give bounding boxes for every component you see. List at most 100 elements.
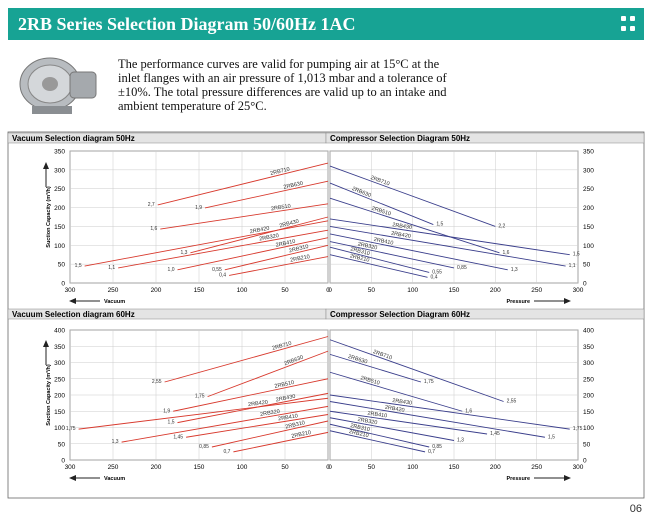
y-tick-label: 250 <box>583 376 594 383</box>
x-tick-label: 50 <box>368 464 376 471</box>
y-tick-label: 200 <box>54 393 65 400</box>
x-tick-label: 300 <box>573 287 584 294</box>
y-tick-label: 400 <box>583 328 594 335</box>
axis-arrowhead <box>69 475 76 481</box>
y-tick-label: 300 <box>583 167 594 174</box>
x-tick-label: 200 <box>490 287 501 294</box>
y-tick-label: 150 <box>54 409 65 416</box>
curve <box>177 237 329 271</box>
power-label: 1,9 <box>195 205 202 211</box>
curve-name: 2RB210 <box>291 430 312 440</box>
curve-name: 2RB320 <box>260 409 281 418</box>
y-tick-label: 350 <box>54 149 65 156</box>
y-tick-label: 350 <box>54 344 65 351</box>
y-tick-label: 150 <box>54 224 65 231</box>
curve-name: 2RB420 <box>391 231 412 240</box>
curve <box>329 197 500 254</box>
y-tick-label: 250 <box>54 186 65 193</box>
curve-name: 2RB310 <box>350 246 371 257</box>
y-tick-label: 200 <box>583 393 594 400</box>
y-tick-label: 150 <box>583 224 594 231</box>
curve-name: 2RB410 <box>373 237 394 247</box>
y-tick-label: 100 <box>583 243 594 250</box>
power-label: 0,7 <box>428 449 435 455</box>
curve-name: 2RB320 <box>357 417 378 426</box>
power-label: 1,5 <box>436 222 443 228</box>
curve <box>329 371 463 412</box>
x-tick-label: 300 <box>573 464 584 471</box>
x-tick-label: 100 <box>237 287 248 294</box>
curve-name: 2RB210 <box>290 254 311 264</box>
power-label: 1,75 <box>195 394 205 400</box>
product-image <box>19 57 97 114</box>
power-label: 1,75 <box>573 426 583 432</box>
curve <box>224 244 329 271</box>
power-label: 2,55 <box>507 399 517 405</box>
power-label: 0,4 <box>219 272 226 278</box>
power-label: 1,6 <box>502 250 509 256</box>
power-label: 1,5 <box>573 252 580 258</box>
curve <box>329 218 570 256</box>
y-tick-label: 50 <box>583 441 591 448</box>
power-label: 1,5 <box>75 263 82 269</box>
x-axis-label: Vacuum <box>104 476 125 482</box>
curve-name: 2RB510 <box>274 380 295 390</box>
y-tick-label: 50 <box>58 262 66 269</box>
x-axis-label: Pressure <box>506 299 530 305</box>
curve-name: 2RB410 <box>367 411 388 420</box>
x-tick-label: 250 <box>531 464 542 471</box>
panel-title: Vacuum Selection diagram 50Hz <box>12 134 135 143</box>
y-tick-label: 0 <box>583 458 587 465</box>
curve <box>160 203 329 230</box>
power-label: 1,3 <box>457 438 464 444</box>
power-label: 1,45 <box>173 434 183 440</box>
curve <box>329 401 546 438</box>
power-label: 1,9 <box>163 408 170 414</box>
curve-name: 2RB210 <box>349 253 370 263</box>
axis-arrowhead <box>43 162 49 169</box>
curve-name: 2RB430 <box>279 219 300 230</box>
x-tick-label: 300 <box>65 287 76 294</box>
x-tick-label: 150 <box>449 464 460 471</box>
curve-name: 2RB510 <box>271 203 292 212</box>
y-tick-label: 350 <box>583 344 594 351</box>
panel-header <box>325 308 645 320</box>
curve <box>186 414 329 438</box>
icon-dot <box>630 26 635 31</box>
power-label: 1,1 <box>108 265 115 271</box>
power-label: 0,7 <box>223 449 230 455</box>
curve <box>173 378 329 412</box>
power-label: 1,3 <box>180 250 187 256</box>
x-tick-label: 50 <box>281 287 289 294</box>
curve <box>84 220 329 267</box>
x-tick-label: 0 <box>326 287 330 294</box>
y-tick-label: 300 <box>54 360 65 367</box>
x-tick-label: 200 <box>151 287 162 294</box>
y-axis-label: Suction Capacity (m³/h) <box>45 364 52 426</box>
y-tick-label: 50 <box>583 262 591 269</box>
curve-name: 2RB410 <box>275 239 296 249</box>
power-label: 0,55 <box>212 267 222 273</box>
x-tick-label: 150 <box>194 287 205 294</box>
x-tick-label: 0 <box>328 464 332 471</box>
curve <box>329 394 570 430</box>
curve-name: 2RB210 <box>348 429 369 439</box>
power-label: 1,6 <box>465 408 472 414</box>
power-label: 1,3 <box>112 439 119 445</box>
icon-dot <box>630 16 635 21</box>
curve-name: 2RB430 <box>275 394 296 404</box>
icon-dot <box>621 16 626 21</box>
header-title: 2RB Series Selection Diagram 50/60Hz 1AC <box>18 14 356 34</box>
y-tick-label: 400 <box>54 328 65 335</box>
axis-arrowhead <box>564 475 571 481</box>
curve <box>329 233 508 271</box>
y-tick-label: 250 <box>583 186 594 193</box>
y-tick-label: 0 <box>61 281 65 288</box>
curve <box>329 182 434 225</box>
x-tick-label: 250 <box>531 287 542 294</box>
power-label: 2,2 <box>498 223 505 229</box>
x-axis-label: Pressure <box>506 476 530 482</box>
header-bar: 2RB Series Selection Diagram 50/60Hz 1AC <box>8 8 644 40</box>
y-tick-label: 100 <box>54 243 65 250</box>
